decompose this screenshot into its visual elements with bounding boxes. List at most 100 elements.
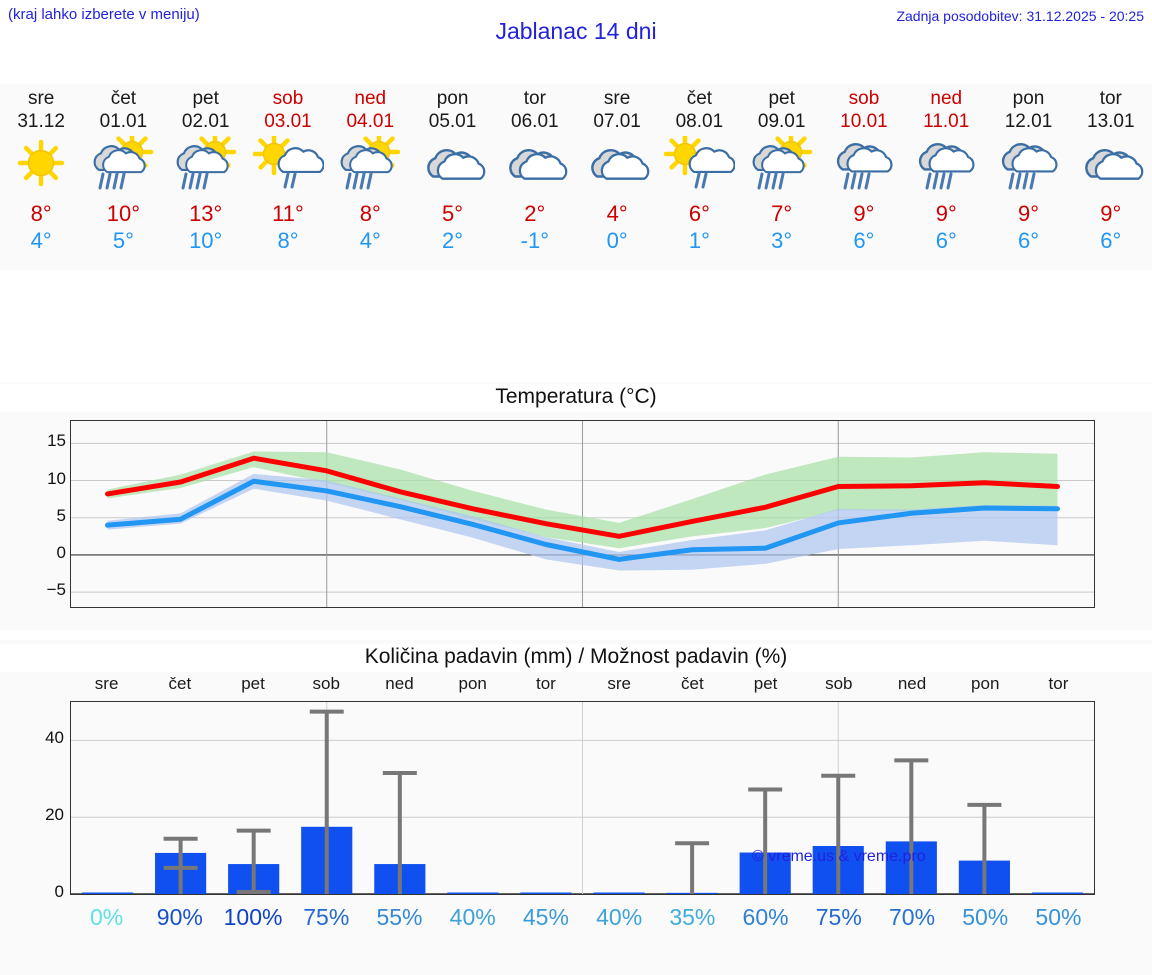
min-temp-value: 6° [1017, 228, 1040, 253]
day-of-week-label: pon [436, 88, 469, 109]
max-temp-value: 13° [189, 201, 223, 226]
day-cell[interactable]: sob 03.01 11° 8° [247, 84, 329, 270]
copyright-label: © vreme.us & vreme.pro [752, 848, 926, 865]
max-temp-value: 10° [106, 201, 141, 226]
day-of-week-label: čet [686, 88, 713, 109]
cloudy-icon [499, 135, 571, 197]
max-temp-value: 2° [524, 201, 546, 226]
day-date-label: 10.01 [840, 111, 888, 132]
day-cell[interactable]: čet 08.01 6° 1° [658, 84, 740, 270]
precipitation-day-label: tor [1048, 674, 1069, 693]
temperature-y-tick-label: 10 [47, 468, 66, 488]
max-temp-value: 9° [1100, 201, 1122, 226]
precipitation-day-label: sob [312, 674, 340, 693]
day-cell[interactable]: sre 07.01 4° 0° [576, 84, 658, 270]
max-temp-value: 9° [853, 201, 875, 226]
precipitation-probability-label: 60% [742, 904, 789, 930]
sun-rain-icon [87, 135, 159, 197]
min-temp-value: 3° [771, 228, 793, 253]
precipitation-chart-title: Količina padavin (mm) / Možnost padavin … [0, 644, 1152, 672]
day-cell[interactable]: sre 31.12 8° 4° [0, 84, 82, 270]
precipitation-probability-label: 90% [156, 904, 203, 930]
sun-rain-icon [334, 135, 406, 197]
precipitation-day-label: ned [897, 674, 927, 693]
day-cell[interactable]: pon 05.01 5° 2° [411, 84, 493, 270]
day-of-week-label: tor [1099, 88, 1122, 109]
precipitation-probability-label: 75% [815, 904, 862, 930]
max-temp-value: 5° [442, 201, 464, 226]
precipitation-probability-label: 40% [449, 904, 496, 930]
day-date-label: 03.01 [264, 111, 312, 132]
max-temp-value: 4° [606, 201, 628, 226]
min-temp-value: 4° [30, 228, 52, 253]
day-cell[interactable]: sob 10.01 9° 6° [823, 84, 905, 270]
location-menu-note[interactable]: (kraj lahko izberete v meniju) [8, 6, 200, 23]
max-temp-value: 8° [359, 201, 381, 226]
precipitation-y-tick-label: 40 [45, 728, 64, 748]
min-temp-value: 0° [606, 228, 628, 253]
min-temp-value: 1° [688, 228, 710, 253]
min-temp-value: 4° [359, 228, 381, 253]
precipitation-probability-row: 0% 90% 100% 75% 55% 40% 45% 40% 35% 60% 75% 70% 50% 5… [70, 900, 1095, 936]
temperature-y-tick-label: −5 [46, 580, 66, 600]
day-of-week-label: ned [930, 88, 963, 109]
day-date-label: 09.01 [757, 111, 806, 132]
cloudy-icon [417, 135, 489, 197]
precipitation-day-label: pon [971, 674, 1000, 693]
precipitation-day-labels: sre čet pet sob ned pon tor sre čet pet sob ned pon t… [70, 673, 1095, 697]
precipitation-probability-label: 0% [89, 904, 124, 930]
day-of-week-label: pet [192, 88, 219, 109]
precipitation-day-label: tor [536, 674, 556, 693]
precipitation-y-tick-label: 20 [45, 805, 64, 825]
day-cell[interactable]: pet 09.01 7° 3° [741, 84, 823, 270]
precipitation-probability-label: 40% [596, 904, 643, 930]
temperature-plot-area [70, 420, 1095, 608]
precipitation-day-label: ned [385, 674, 414, 693]
day-of-week-label: tor [523, 88, 546, 109]
sun-light-rain-icon [663, 135, 736, 197]
cloudy-icon [1075, 135, 1147, 197]
precipitation-day-label: sre [94, 674, 119, 693]
day-of-week-label: sob [848, 88, 880, 109]
day-of-week-label: čet [110, 88, 137, 109]
precipitation-probability-label: 50% [962, 904, 1009, 930]
max-temp-value: 8° [30, 201, 52, 226]
temperature-chart-title: Temperatura (°C) [0, 384, 1152, 412]
precipitation-plot-area [70, 701, 1095, 895]
min-temp-value: 5° [112, 228, 134, 253]
temperature-chart: Temperatura (°C) 15 10 5 0 −5 © vreme.us & v… [0, 382, 1152, 865]
precipitation-plot-svg [71, 702, 1094, 894]
temperature-plot-svg [71, 421, 1094, 607]
sunny-icon [5, 135, 77, 197]
max-temp-value: 7° [771, 201, 793, 226]
day-date-label: 07.01 [593, 111, 641, 132]
day-cell[interactable]: tor 13.01 9° 6° [1070, 84, 1152, 270]
sun-rain-icon [746, 135, 818, 197]
precipitation-day-label: pet [753, 674, 778, 693]
cloud-rain-icon [993, 135, 1065, 197]
day-date-label: 04.01 [346, 111, 395, 132]
day-cell[interactable]: čet 01.01 10° 5° [82, 84, 164, 270]
day-cell[interactable]: pon 12.01 9° 6° [987, 84, 1069, 270]
precipitation-day-label: čet [168, 674, 192, 693]
max-temp-value: 9° [935, 201, 957, 226]
day-cell[interactable]: ned 11.01 9° 6° [905, 84, 987, 270]
precipitation-day-label: sob [825, 674, 853, 693]
day-date-label: 05.01 [428, 111, 477, 132]
day-date-label: 31.12 [17, 111, 65, 132]
day-cell[interactable]: pet 02.01 13° 10° [165, 84, 247, 270]
min-temp-value: 6° [853, 228, 875, 253]
min-temp-value: -1° [520, 228, 549, 253]
precipitation-probability-label: 100% [223, 904, 283, 930]
cloud-rain-icon [828, 135, 900, 197]
temperature-y-tick-label: 15 [47, 431, 66, 451]
temperature-y-tick-label: 0 [56, 542, 66, 562]
day-cell[interactable]: tor 06.01 2° -1° [494, 84, 576, 270]
day-date-label: 11.01 [923, 111, 970, 132]
precipitation-probability-label: 55% [376, 904, 423, 930]
precipitation-y-tick-label: 0 [54, 882, 64, 901]
daily-forecast-strip: sre 31.12 8° 4° čet 01.01 10° 5° pet 02.01 13° 10… [0, 84, 1152, 270]
day-cell[interactable]: ned 04.01 8° 4° [329, 84, 411, 270]
precipitation-day-label: čet [681, 674, 704, 693]
